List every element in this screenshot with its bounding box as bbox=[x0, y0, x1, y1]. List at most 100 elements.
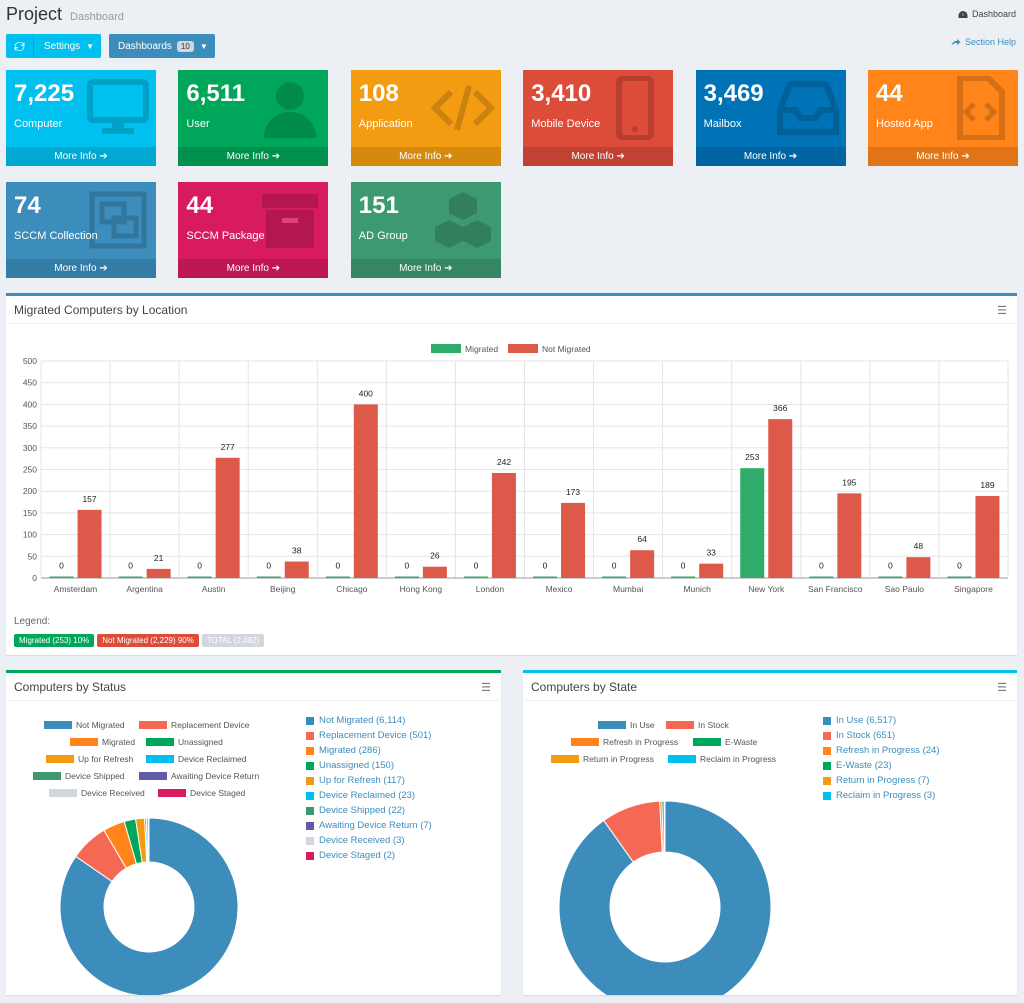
list-item[interactable]: In Stock (651) bbox=[823, 728, 939, 743]
tile-label: AD Group bbox=[358, 230, 408, 242]
bar-value-label: 0 bbox=[266, 561, 271, 571]
list-item[interactable]: Not Migrated (6,114) bbox=[306, 713, 432, 728]
bar bbox=[325, 576, 350, 578]
legend-label: Migrated bbox=[465, 344, 498, 354]
monitor-icon bbox=[87, 79, 149, 134]
y-tick-label: 500 bbox=[23, 356, 37, 366]
info-tile[interactable]: 151 AD Group More Info ➔ bbox=[350, 182, 501, 278]
bar-value-label: 64 bbox=[637, 534, 647, 544]
tile-value: 108 bbox=[358, 80, 399, 107]
migrated-bar-chart: Migrated Not Migrated 0 50 100 150 200 250 300 35… bbox=[23, 344, 1009, 594]
y-tick-label: 150 bbox=[23, 508, 37, 518]
computers-by-state-panel: Computers by State ☰ In Use In Stock Refre… bbox=[523, 670, 1017, 995]
list-item[interactable]: E-Waste (23) bbox=[823, 758, 939, 773]
more-info-link[interactable]: More Info ➔ bbox=[350, 259, 501, 278]
list-item[interactable]: Refresh in Progress (24) bbox=[823, 743, 939, 758]
arrow-circle-right-icon: ➔ bbox=[271, 151, 281, 162]
x-tick-label: Argentina bbox=[126, 584, 163, 594]
file-code-icon bbox=[957, 76, 1005, 140]
bar bbox=[671, 576, 696, 578]
info-tile[interactable]: 74 SCCM Collection More Info ➔ bbox=[6, 182, 156, 278]
color-swatch bbox=[306, 731, 314, 740]
dashboards-button[interactable]: Dashboards 10 ▼ bbox=[109, 34, 215, 58]
list-item[interactable]: Device Received (3) bbox=[306, 833, 432, 848]
color-swatch bbox=[306, 761, 314, 770]
bar-value-label: 195 bbox=[842, 477, 856, 487]
legend-label: Migrated bbox=[102, 737, 135, 747]
list-item[interactable]: Replacement Device (501) bbox=[306, 728, 432, 743]
y-tick-label: 250 bbox=[23, 465, 37, 475]
legend-label: In Stock bbox=[698, 720, 729, 730]
bar bbox=[602, 576, 627, 578]
list-item-label: Replacement Device (501) bbox=[319, 730, 432, 741]
chevron-down-icon: ▼ bbox=[199, 41, 208, 51]
bar-value-label: 173 bbox=[566, 487, 580, 497]
donut-slice bbox=[558, 800, 772, 995]
list-item[interactable]: Up for Refresh (117) bbox=[306, 773, 432, 788]
info-tile[interactable]: 7,225 Computer More Info ➔ bbox=[6, 70, 156, 166]
x-tick-label: New York bbox=[748, 584, 785, 594]
more-info-link[interactable]: More Info ➔ bbox=[6, 259, 156, 278]
refresh-button[interactable] bbox=[6, 34, 34, 58]
legend-label: Replacement Device bbox=[171, 720, 250, 730]
info-tile[interactable]: 6,511 User More Info ➔ bbox=[178, 70, 329, 166]
more-info-link[interactable]: More Info ➔ bbox=[695, 147, 846, 166]
tile-label: Application bbox=[358, 118, 413, 130]
list-item[interactable]: Device Staged (2) bbox=[306, 848, 432, 863]
section-help-link[interactable]: Section Help bbox=[951, 37, 1016, 47]
bar-value-label: 0 bbox=[612, 561, 617, 571]
settings-button-group[interactable]: Settings ▼ bbox=[6, 34, 101, 58]
more-info-link[interactable]: More Info ➔ bbox=[350, 147, 501, 166]
tile-label: SCCM Package bbox=[186, 230, 265, 242]
bar-value-label: 253 bbox=[745, 452, 759, 462]
list-item[interactable]: Device Shipped (22) bbox=[306, 803, 432, 818]
info-tile[interactable]: 44 Hosted App More Info ➔ bbox=[868, 70, 1018, 166]
bar bbox=[215, 457, 240, 578]
list-item[interactable]: Unassigned (150) bbox=[306, 758, 432, 773]
refresh-icon bbox=[14, 41, 25, 51]
tile-value: 44 bbox=[876, 80, 903, 107]
chart-legend-summary: Legend: Migrated (253) 10% Not Migrated (… bbox=[14, 616, 267, 648]
breadcrumb[interactable]: Dashboard bbox=[958, 9, 1016, 19]
more-info-label: More Info bbox=[54, 151, 97, 162]
arrow-circle-right-icon: ➔ bbox=[271, 263, 281, 274]
y-tick-label: 100 bbox=[23, 530, 37, 540]
info-tile[interactable]: 108 Application More Info ➔ bbox=[350, 70, 501, 166]
bar-value-label: 366 bbox=[773, 403, 787, 413]
menu-icon[interactable]: ☰ bbox=[997, 682, 1007, 694]
menu-icon[interactable]: ☰ bbox=[997, 305, 1007, 317]
info-tile[interactable]: 44 SCCM Package More Info ➔ bbox=[178, 182, 329, 278]
more-info-link[interactable]: More Info ➔ bbox=[868, 147, 1018, 166]
mobile-icon bbox=[616, 76, 655, 140]
tile-label: Mobile Device bbox=[531, 118, 601, 130]
more-info-link[interactable]: More Info ➔ bbox=[178, 259, 329, 278]
bar bbox=[699, 563, 724, 578]
x-tick-label: Singapore bbox=[954, 584, 993, 594]
list-item[interactable]: Reclaim in Progress (3) bbox=[823, 788, 939, 803]
list-item[interactable]: Return in Progress (7) bbox=[823, 773, 939, 788]
legend-label: Device Reclaimed bbox=[178, 754, 247, 764]
tile-label: User bbox=[186, 118, 210, 130]
info-tile[interactable]: 3,410 Mobile Device More Info ➔ bbox=[523, 70, 674, 166]
bar bbox=[49, 576, 74, 578]
x-tick-label: San Francisco bbox=[808, 584, 863, 594]
list-item-label: E-Waste (23) bbox=[836, 760, 892, 771]
more-info-label: More Info bbox=[54, 263, 97, 274]
info-tile[interactable]: 3,469 Mailbox More Info ➔ bbox=[695, 70, 846, 166]
list-item[interactable]: Migrated (286) bbox=[306, 743, 432, 758]
list-item[interactable]: Awaiting Device Return (7) bbox=[306, 818, 432, 833]
bar bbox=[256, 576, 281, 578]
list-item-label: Device Reclaimed (23) bbox=[319, 790, 416, 801]
list-item[interactable]: Device Reclaimed (23) bbox=[306, 788, 432, 803]
arrow-circle-right-icon: ➔ bbox=[961, 151, 970, 162]
more-info-link[interactable]: More Info ➔ bbox=[178, 147, 329, 166]
more-info-link[interactable]: More Info ➔ bbox=[523, 147, 674, 166]
menu-icon[interactable]: ☰ bbox=[481, 682, 491, 694]
more-info-link[interactable]: More Info ➔ bbox=[6, 147, 156, 166]
bar bbox=[394, 576, 419, 578]
bar bbox=[837, 493, 862, 578]
list-item[interactable]: In Use (6,517) bbox=[823, 713, 939, 728]
legend-swatch bbox=[146, 738, 174, 746]
donut-slice bbox=[59, 817, 239, 995]
color-swatch bbox=[306, 806, 314, 815]
